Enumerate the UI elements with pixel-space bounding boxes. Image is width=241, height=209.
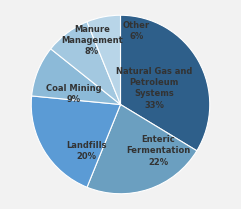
- Wedge shape: [87, 15, 120, 104]
- Text: Enteric
Fermentation
22%: Enteric Fermentation 22%: [126, 135, 190, 167]
- Text: Manure
Management
8%: Manure Management 8%: [61, 25, 123, 56]
- Text: Landfills
20%: Landfills 20%: [66, 141, 107, 161]
- Wedge shape: [87, 104, 197, 194]
- Text: Coal Mining
9%: Coal Mining 9%: [46, 84, 102, 104]
- Text: Other
6%: Other 6%: [123, 21, 150, 41]
- Wedge shape: [120, 15, 210, 151]
- Wedge shape: [31, 96, 120, 187]
- Wedge shape: [32, 49, 120, 104]
- Wedge shape: [51, 22, 121, 105]
- Text: Natural Gas and
Petroleum
Systems
33%: Natural Gas and Petroleum Systems 33%: [116, 67, 193, 110]
